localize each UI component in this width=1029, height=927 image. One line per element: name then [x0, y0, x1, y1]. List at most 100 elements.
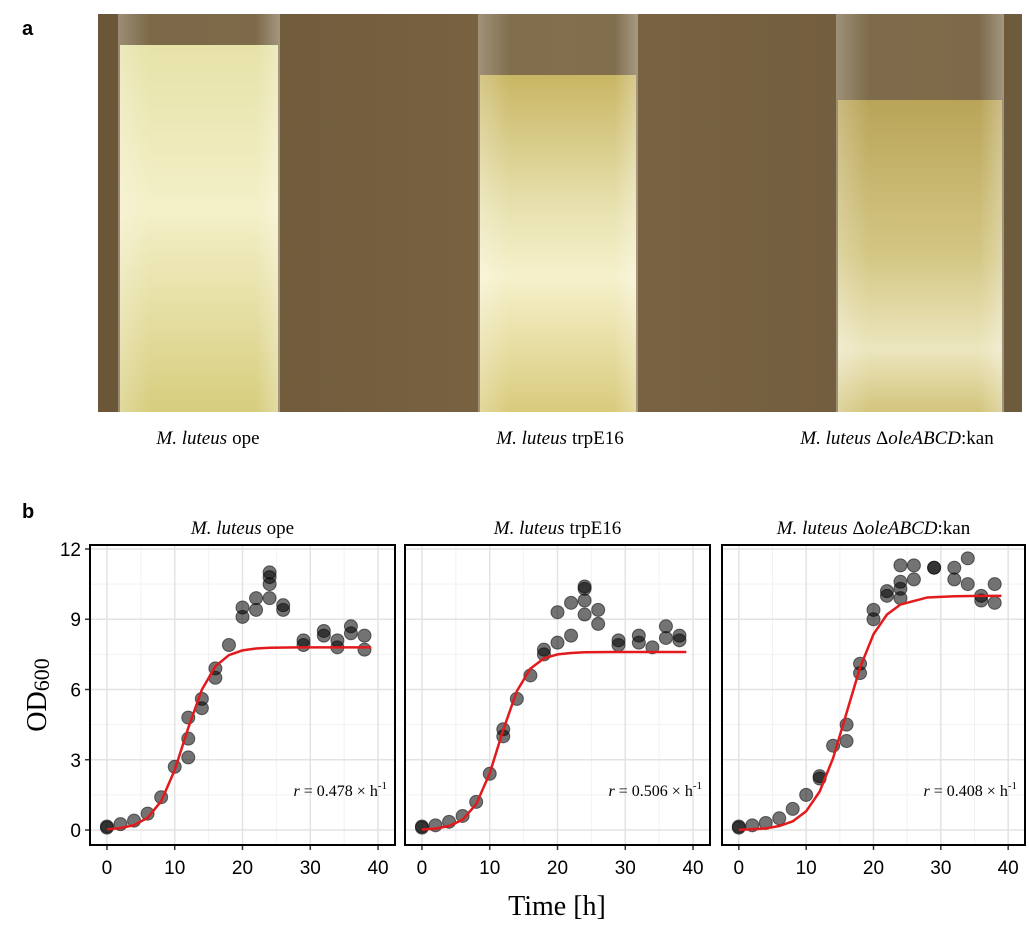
x-axis-label: Time [h]	[508, 891, 606, 922]
title-part: M. luteus	[493, 518, 565, 539]
annotation-text: = 0.478 × h	[304, 783, 378, 800]
title-part: M. luteus	[190, 518, 262, 539]
data-point	[658, 619, 673, 634]
data-point	[591, 616, 606, 631]
data-point	[906, 558, 921, 573]
data-point	[577, 607, 592, 622]
title-part: :kan	[938, 518, 971, 539]
data-point	[987, 595, 1002, 610]
annotation: r = 0.478 × h-1	[294, 780, 387, 800]
data-point	[221, 638, 236, 652]
x-tick-label: 20	[863, 858, 884, 879]
data-point	[960, 577, 975, 592]
data-point	[785, 801, 800, 816]
caption-delta: Δ	[876, 428, 888, 449]
data-point	[235, 609, 250, 624]
caption-gene: oleABCD	[888, 428, 961, 449]
data-point	[960, 551, 975, 566]
annotation-text: = 0.408 × h	[934, 783, 1008, 800]
x-tick-label: 10	[164, 858, 185, 879]
fit-line	[106, 646, 372, 831]
data-point	[879, 588, 894, 603]
data-point	[577, 581, 592, 596]
x-tick-label: 30	[615, 858, 636, 879]
photo-caption: M. luteus ΔoleABCD:kan	[799, 428, 994, 449]
data-point	[672, 633, 687, 648]
data-point	[357, 628, 372, 643]
photo-caption: M. luteus ope	[155, 428, 259, 449]
data-point	[631, 635, 646, 650]
plot-title: M. luteus ΔoleABCD:kan	[776, 518, 971, 539]
panel-label: a	[22, 18, 34, 40]
data-point	[550, 635, 565, 650]
annotation-sup: -1	[1008, 780, 1017, 792]
caption-marker: :kan	[961, 428, 994, 449]
data-point	[974, 593, 989, 608]
data-point	[947, 572, 962, 587]
plot-title: M. luteus ope	[190, 518, 294, 539]
caption-strain: trpE16	[572, 428, 624, 449]
data-point	[564, 628, 579, 643]
data-point	[550, 605, 565, 620]
data-point	[357, 642, 372, 657]
x-tick-label: 30	[300, 858, 321, 879]
photo	[98, 14, 1022, 412]
fit-line	[421, 650, 687, 831]
data-point	[99, 819, 114, 834]
y-tick-label: 12	[60, 540, 81, 561]
data-point	[414, 819, 429, 834]
title-part: ope	[267, 518, 294, 539]
annotation: r = 0.506 × h-1	[609, 780, 702, 800]
x-tick-label: 0	[734, 858, 745, 879]
data-point	[987, 577, 1002, 592]
data-point	[181, 750, 196, 765]
data-point	[772, 811, 787, 826]
data-point	[611, 638, 626, 652]
title-part: M. luteus	[776, 518, 848, 539]
x-tick-label: 10	[796, 858, 817, 879]
photo-caption: M. luteus trpE16	[495, 428, 623, 449]
annotation-text: = 0.506 × h	[619, 783, 693, 800]
caption-species: M. luteus	[495, 428, 567, 449]
y-tick-label: 3	[70, 751, 81, 772]
data-point	[893, 558, 908, 573]
data-point	[343, 626, 358, 641]
data-point	[140, 806, 155, 821]
data-point	[577, 593, 592, 608]
x-tick-label: 40	[998, 858, 1019, 879]
data-point	[249, 602, 264, 617]
caption-species: M. luteus	[799, 428, 871, 449]
annotation-symbol: r	[294, 783, 301, 800]
data-point	[839, 734, 854, 749]
panel-label: b	[22, 501, 34, 523]
title-part: oleABCD	[865, 518, 938, 539]
caption-strain: ope	[232, 428, 259, 449]
data-point	[564, 595, 579, 610]
data-point	[731, 819, 746, 834]
title-part: trpE16	[570, 518, 622, 539]
y-label-text: OD	[22, 691, 53, 731]
x-tick-label: 40	[367, 858, 388, 879]
y-label-sub: 600	[29, 658, 54, 691]
data-point	[906, 572, 921, 587]
data-point	[249, 591, 264, 606]
title-part: Δ	[852, 518, 864, 539]
annotation-sup: -1	[378, 780, 387, 792]
data-point	[455, 808, 470, 823]
tube-glass	[118, 14, 280, 412]
plot-panel: 0 10 20 30 40 0 3 6 9 12 M. luteus ope r = 0.478 × h-…	[60, 518, 396, 879]
data-point	[276, 602, 291, 617]
plot-frame	[89, 544, 396, 846]
data-point	[799, 787, 814, 802]
annotation-symbol: r	[924, 783, 931, 800]
annotation-sup: -1	[693, 780, 702, 792]
x-tick-label: 0	[102, 858, 113, 879]
tube-glass	[478, 14, 638, 412]
data-point	[645, 640, 660, 655]
x-tick-label: 10	[479, 858, 500, 879]
x-tick-label: 30	[930, 858, 951, 879]
data-point	[316, 628, 331, 643]
plot-frame	[721, 544, 1026, 846]
data-point	[658, 630, 673, 645]
